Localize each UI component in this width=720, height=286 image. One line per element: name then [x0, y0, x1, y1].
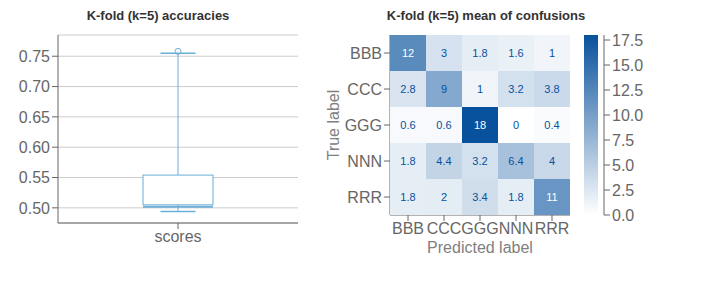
- svg-text:5.0: 5.0: [612, 157, 634, 174]
- svg-text:3.8: 3.8: [544, 83, 559, 95]
- svg-text:BBB: BBB: [392, 220, 424, 237]
- svg-text:0.4: 0.4: [544, 119, 559, 131]
- svg-text:4: 4: [549, 155, 555, 167]
- svg-text:True label: True label: [325, 90, 342, 161]
- svg-text:12.5: 12.5: [612, 82, 643, 99]
- svg-text:BBB: BBB: [350, 45, 382, 62]
- svg-text:6.4: 6.4: [508, 155, 523, 167]
- svg-text:7.5: 7.5: [612, 132, 634, 149]
- svg-text:2.8: 2.8: [400, 83, 415, 95]
- svg-text:0.55: 0.55: [19, 169, 50, 186]
- svg-text:RRR: RRR: [347, 189, 382, 206]
- svg-text:3: 3: [441, 47, 447, 59]
- svg-text:15.0: 15.0: [612, 57, 643, 74]
- html-text:K-fold (k=5) mean of confusion: K-fold (k=5) mean of confusions: [386, 8, 586, 23]
- svg-text:2: 2: [441, 191, 447, 203]
- svg-text:scores: scores: [154, 228, 201, 245]
- svg-text:0.60: 0.60: [19, 139, 50, 156]
- svg-text:11: 11: [546, 191, 557, 203]
- svg-text:17.5: 17.5: [612, 32, 643, 49]
- svg-text:1.6: 1.6: [508, 47, 523, 59]
- svg-text:2.5: 2.5: [612, 182, 634, 199]
- svg-text:0.0: 0.0: [612, 207, 634, 224]
- svg-text:3.4: 3.4: [472, 191, 487, 203]
- svg-text:10.0: 10.0: [612, 107, 643, 124]
- svg-text:3.2: 3.2: [508, 83, 523, 95]
- svg-text:0.75: 0.75: [19, 48, 50, 65]
- svg-text:9: 9: [441, 83, 447, 95]
- svg-text:1.8: 1.8: [508, 191, 523, 203]
- svg-text:0: 0: [513, 119, 519, 131]
- svg-text:1.8: 1.8: [400, 155, 415, 167]
- svg-text:1.8: 1.8: [472, 47, 487, 59]
- svg-text:Predicted label: Predicted label: [427, 239, 533, 256]
- svg-text:1: 1: [477, 83, 483, 95]
- svg-text:0.6: 0.6: [436, 119, 451, 131]
- svg-text:GGG: GGG: [345, 117, 382, 134]
- svg-text:1.8: 1.8: [400, 191, 415, 203]
- svg-text:CCC: CCC: [347, 81, 382, 98]
- html-text:K-fold (k=5) accuracies: K-fold (k=5) accuracies: [86, 8, 230, 23]
- svg-text:18: 18: [474, 119, 486, 131]
- svg-text:12: 12: [402, 47, 414, 59]
- svg-text:0.65: 0.65: [19, 109, 50, 126]
- svg-text:1: 1: [549, 47, 555, 59]
- svg-text:3.2: 3.2: [472, 155, 487, 167]
- svg-text:0.70: 0.70: [19, 78, 50, 95]
- svg-text:NNN: NNN: [499, 220, 534, 237]
- svg-text:NNN: NNN: [347, 153, 382, 170]
- svg-text:0.50: 0.50: [19, 200, 50, 217]
- svg-text:4.4: 4.4: [436, 155, 451, 167]
- svg-text:CCC: CCC: [427, 220, 462, 237]
- svg-text:0.6: 0.6: [400, 119, 415, 131]
- svg-text:GGG: GGG: [461, 220, 498, 237]
- svg-text:RRR: RRR: [535, 220, 570, 237]
